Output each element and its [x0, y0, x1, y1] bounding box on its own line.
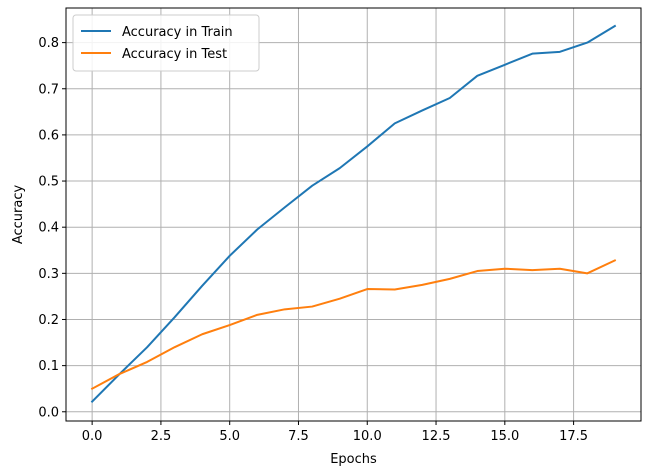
x-tick-label: 12.5 — [422, 429, 451, 444]
x-tick-label: 2.5 — [151, 429, 172, 444]
x-tick-label: 15.0 — [490, 429, 519, 444]
series-line-test — [90, 259, 617, 391]
legend-label-test: Accuracy in Test — [122, 47, 227, 62]
x-tick-label: 17.5 — [559, 429, 588, 444]
y-axis-ticks: 0.0 0.1 0.2 0.3 0.4 0.5 0.6 0.7 0.8 — [38, 36, 66, 420]
y-tick-label: 0.5 — [38, 175, 59, 190]
y-tick-label: 0.1 — [38, 359, 59, 374]
x-tick-label: 5.0 — [219, 429, 240, 444]
legend-label-train: Accuracy in Train — [122, 25, 233, 40]
x-tick-label: 0.0 — [82, 429, 103, 444]
legend: Accuracy in Train Accuracy in Test — [72, 14, 260, 72]
x-axis-ticks: 0.0 2.5 5.0 7.5 10.0 12.5 15.0 17.5 — [82, 421, 588, 444]
y-tick-label: 0.6 — [38, 128, 59, 143]
x-axis-label: Epochs — [330, 452, 377, 467]
x-tick-label: 7.5 — [288, 429, 309, 444]
y-axis-label: Accuracy — [11, 185, 26, 245]
series-lines — [90, 24, 617, 404]
y-tick-label: 0.3 — [38, 267, 59, 282]
y-tick-label: 0.0 — [38, 405, 59, 420]
y-tick-label: 0.8 — [38, 36, 59, 51]
grid — [66, 8, 641, 421]
legend-box — [72, 14, 260, 72]
y-tick-label: 0.7 — [38, 82, 59, 97]
plot-frame — [65, 7, 642, 422]
y-tick-label: 0.4 — [38, 221, 59, 236]
y-tick-label: 0.2 — [38, 313, 59, 328]
series-line-train — [90, 24, 617, 404]
x-tick-label: 10.0 — [353, 429, 382, 444]
